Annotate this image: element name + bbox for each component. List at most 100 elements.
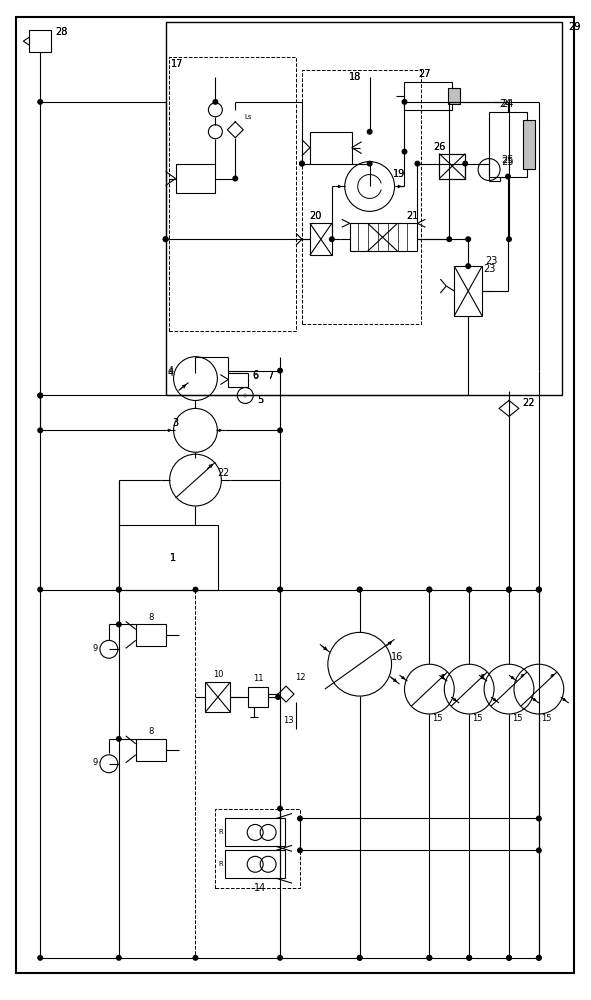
Circle shape: [37, 427, 43, 433]
Text: 28: 28: [55, 27, 67, 37]
Bar: [206, 682, 230, 712]
Text: Ls: Ls: [245, 114, 252, 120]
Text: 15: 15: [512, 714, 522, 723]
Circle shape: [366, 161, 373, 167]
Bar: [302, 70, 421, 324]
Text: 9: 9: [92, 758, 98, 767]
Circle shape: [37, 955, 43, 961]
Text: 18: 18: [349, 72, 361, 82]
Circle shape: [536, 955, 542, 961]
Text: 16: 16: [391, 652, 404, 662]
Bar: [225, 850, 285, 878]
Circle shape: [536, 847, 542, 853]
Text: 3: 3: [173, 418, 178, 428]
Circle shape: [277, 806, 283, 812]
Circle shape: [329, 236, 335, 242]
Text: 17: 17: [171, 59, 184, 69]
Circle shape: [462, 161, 468, 167]
Text: 11: 11: [253, 674, 264, 683]
Text: 7: 7: [267, 371, 273, 381]
Text: 23: 23: [483, 264, 495, 274]
Text: 20: 20: [310, 211, 322, 221]
Circle shape: [277, 587, 283, 593]
Bar: [168, 57, 296, 331]
Circle shape: [37, 587, 43, 593]
Text: 8: 8: [148, 613, 154, 622]
Circle shape: [299, 161, 305, 167]
Circle shape: [426, 955, 433, 961]
Text: 20: 20: [310, 211, 322, 221]
Circle shape: [116, 955, 122, 961]
Circle shape: [536, 587, 542, 593]
Circle shape: [357, 587, 363, 593]
Circle shape: [465, 263, 471, 269]
Bar: [523, 120, 535, 169]
Text: 3: 3: [173, 418, 178, 428]
Circle shape: [414, 161, 420, 167]
Bar: [454, 266, 482, 316]
Circle shape: [366, 129, 373, 135]
Circle shape: [116, 587, 122, 593]
Circle shape: [426, 955, 433, 961]
Bar: [310, 132, 352, 164]
Text: 6: 6: [252, 371, 258, 381]
Text: R: R: [218, 829, 223, 835]
Text: 12: 12: [295, 673, 305, 682]
Text: 4: 4: [167, 368, 174, 378]
Circle shape: [506, 587, 512, 593]
Text: 1: 1: [170, 553, 176, 563]
Bar: [215, 809, 300, 888]
Text: 24: 24: [501, 99, 513, 109]
Circle shape: [536, 587, 542, 593]
Bar: [350, 223, 417, 251]
Circle shape: [466, 587, 472, 593]
Circle shape: [506, 955, 512, 961]
Circle shape: [297, 847, 303, 853]
Text: 1: 1: [170, 553, 176, 563]
Text: 2: 2: [222, 468, 229, 478]
Circle shape: [277, 587, 283, 593]
Circle shape: [277, 955, 283, 961]
Circle shape: [426, 587, 433, 593]
Circle shape: [506, 236, 512, 242]
Bar: [310, 223, 332, 255]
Text: 13: 13: [282, 716, 293, 725]
Circle shape: [506, 955, 512, 961]
Circle shape: [506, 587, 512, 593]
Bar: [228, 373, 248, 387]
Circle shape: [275, 694, 281, 700]
Text: ◇: ◇: [243, 393, 248, 398]
Bar: [119, 525, 218, 590]
Circle shape: [426, 587, 433, 593]
Circle shape: [466, 587, 472, 593]
Bar: [165, 22, 561, 395]
Text: 19: 19: [394, 169, 405, 179]
Text: 17: 17: [171, 59, 184, 69]
Text: 5: 5: [257, 395, 264, 405]
Text: 24: 24: [499, 99, 511, 109]
Circle shape: [116, 736, 122, 742]
Text: 2: 2: [217, 468, 223, 478]
Circle shape: [37, 393, 43, 398]
Circle shape: [299, 161, 305, 167]
Circle shape: [536, 955, 542, 961]
Text: 15: 15: [472, 714, 482, 723]
Bar: [248, 687, 268, 707]
Circle shape: [277, 368, 283, 374]
Circle shape: [37, 393, 43, 398]
Circle shape: [466, 955, 472, 961]
Circle shape: [446, 236, 452, 242]
Circle shape: [193, 587, 199, 593]
Circle shape: [297, 816, 303, 821]
Bar: [404, 82, 452, 110]
Bar: [449, 88, 460, 104]
Bar: [225, 818, 285, 846]
Text: 29: 29: [569, 22, 581, 32]
Bar: [439, 154, 465, 179]
Circle shape: [465, 236, 471, 242]
Text: 27: 27: [418, 69, 431, 79]
Bar: [176, 164, 215, 193]
Text: 27: 27: [418, 69, 431, 79]
Text: 21: 21: [406, 211, 418, 221]
Circle shape: [37, 99, 43, 105]
